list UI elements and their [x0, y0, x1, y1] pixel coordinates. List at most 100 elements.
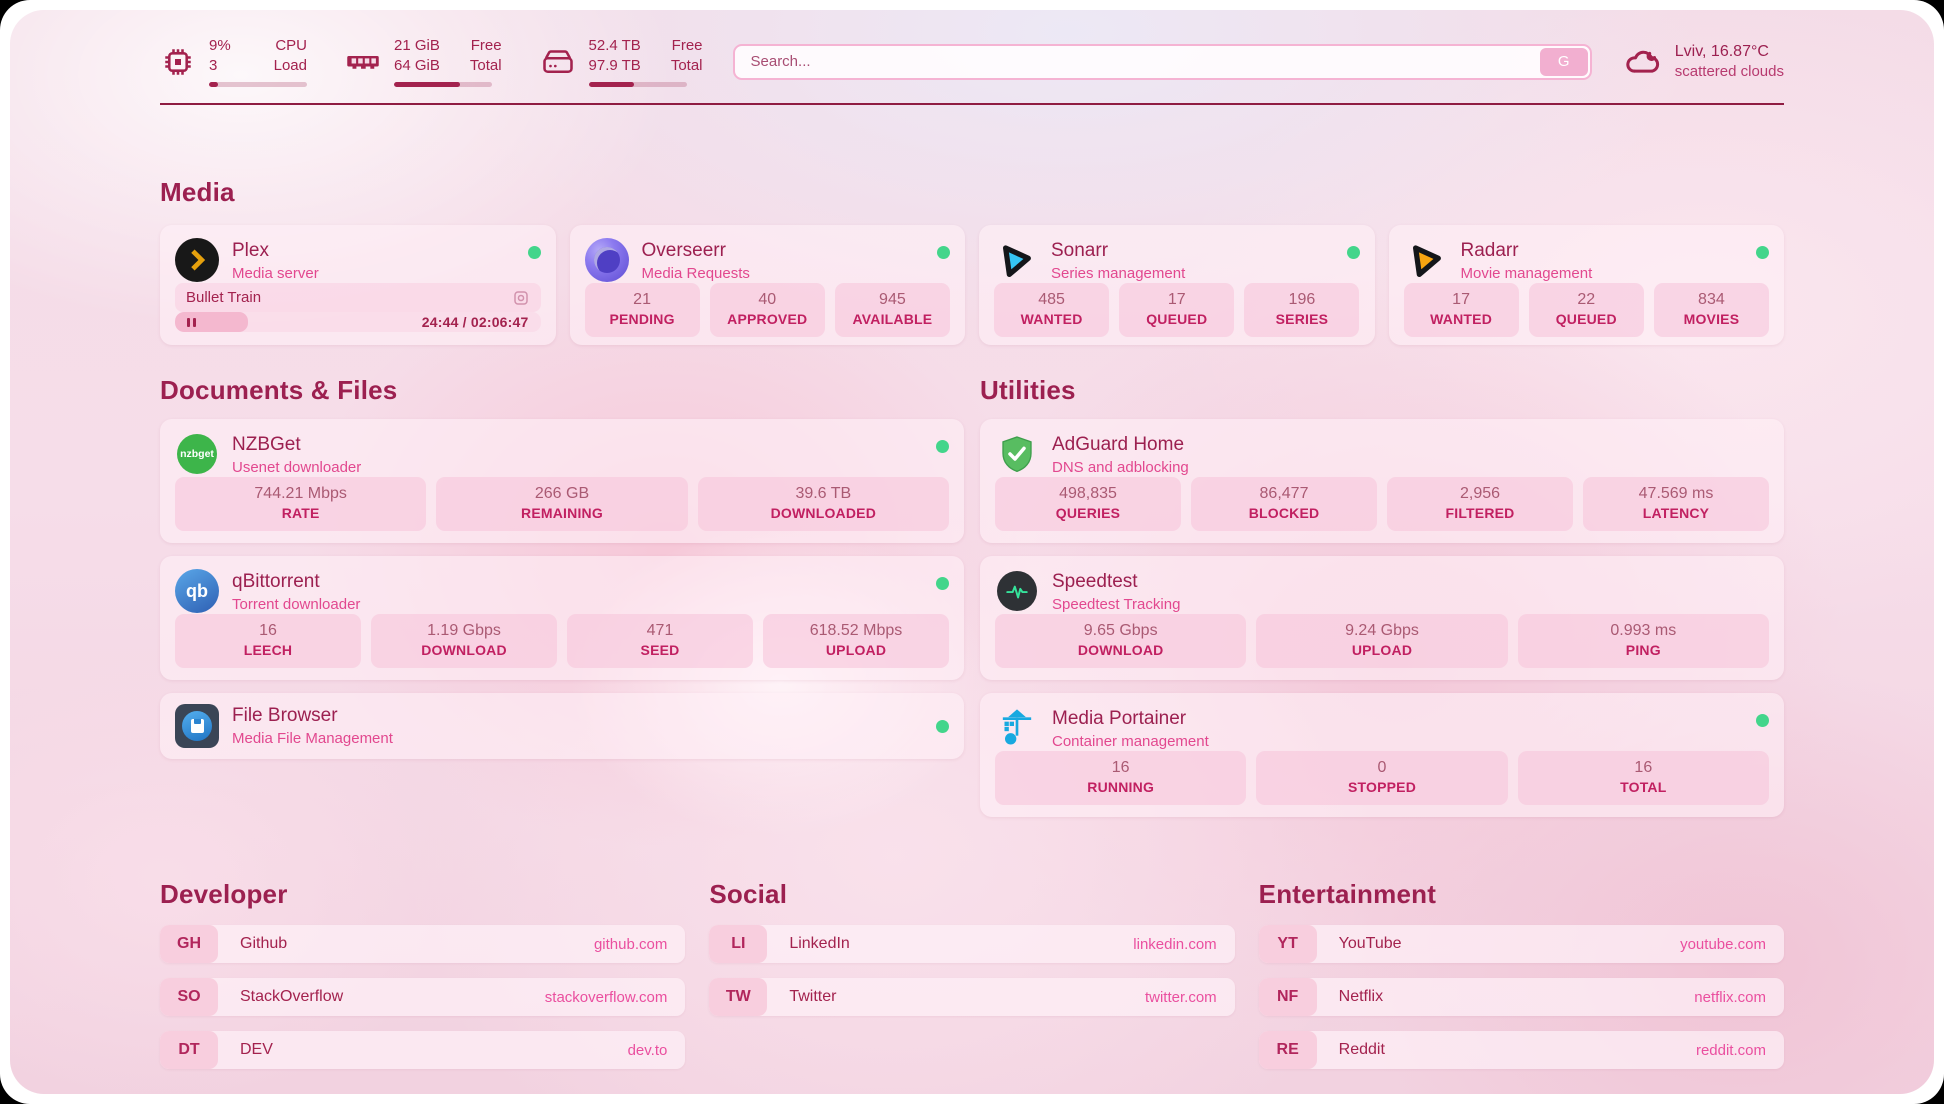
stat-downloaded: 39.6 TB DOWNLOADED — [697, 477, 949, 531]
weather-location-temp: Lviv, 16.87°C — [1674, 42, 1769, 60]
section-entertainment: Entertainment YT YouTube youtube.com NF … — [1258, 879, 1784, 1069]
stat-pending: 21 PENDING — [584, 283, 700, 337]
app-card-overseerr[interactable]: Overseerr Media Requests 21 PENDING 40 A… — [569, 225, 965, 345]
stat-wanted: 485 WANTED — [994, 283, 1110, 337]
link-name: StackOverflow — [240, 988, 344, 1005]
app-title: Speedtest — [1052, 571, 1138, 592]
memory-total-value: 64 GiB — [394, 56, 440, 74]
memory-free-label: Free — [470, 37, 502, 54]
app-card-adguard[interactable]: AdGuard Home DNS and adblocking 498,835 … — [980, 419, 1784, 543]
topbar: 9% 3 CPU Load — [10, 10, 1934, 87]
link-abbr: TW — [709, 978, 768, 1016]
link-netflix[interactable]: NF Netflix netflix.com — [1258, 978, 1784, 1016]
stat-available: 945 AVAILABLE — [834, 283, 950, 337]
stat-running: 16 RUNNING — [995, 751, 1247, 805]
camera-icon — [513, 291, 528, 305]
app-card-filebrowser[interactable]: File Browser Media File Management — [160, 693, 964, 759]
status-dot — [937, 246, 950, 259]
speedtest-icon — [995, 569, 1039, 613]
disk-total-label: Total — [670, 56, 703, 74]
stat-wanted: 17 WANTED — [1403, 283, 1519, 337]
system-widgets: 9% 3 CPU Load — [160, 36, 703, 87]
link-url: netflix.com — [1694, 988, 1766, 1006]
section-social: Social LI LinkedIn linkedin.com TW Twitt… — [709, 879, 1235, 1069]
link-twitter[interactable]: TW Twitter twitter.com — [709, 978, 1235, 1016]
stat-queued: 22 QUEUED — [1528, 283, 1644, 337]
stat-total: 16 TOTAL — [1517, 751, 1769, 805]
app-card-sonarr[interactable]: Sonarr Series management 485 WANTED 17 Q… — [979, 225, 1375, 345]
stat-approved: 40 APPROVED — [709, 283, 825, 337]
app-subtitle: Series management — [1051, 264, 1186, 282]
link-abbr: LI — [709, 925, 768, 963]
stat-download: 1.19 Gbps DOWNLOAD — [371, 614, 557, 668]
link-stackoverflow[interactable]: SO StackOverflow stackoverflow.com — [160, 978, 686, 1016]
ram-stick-icon — [347, 55, 379, 69]
status-dot — [1756, 246, 1769, 259]
memory-progress-fill — [394, 82, 460, 87]
search-bar: G — [732, 43, 1592, 80]
memory-total-label: Total — [469, 56, 502, 74]
overseerr-icon — [584, 238, 629, 282]
entertainment-heading: Entertainment — [1258, 879, 1437, 909]
app-subtitle: Media server — [232, 264, 319, 282]
app-card-portainer[interactable]: Media Portainer Container management 16 … — [980, 693, 1784, 817]
disk-widget: 52.4 TB 97.9 TB Free Total — [540, 36, 703, 87]
section-utilities: Utilities AdGuard Home DNS and adblocki — [980, 375, 1784, 817]
plex-progress-bar[interactable]: 24:44 / 02:06:47 — [175, 312, 541, 332]
link-url: linkedin.com — [1133, 935, 1217, 953]
cpu-progress-bar — [209, 82, 307, 87]
link-abbr: RE — [1258, 1031, 1317, 1069]
app-card-radarr[interactable]: Radarr Movie management 17 WANTED 22 QUE… — [1388, 225, 1784, 345]
app-card-plex[interactable]: Plex Media server Bullet Train — [160, 225, 556, 345]
disk-free-label: Free — [671, 37, 703, 54]
link-url: youtube.com — [1680, 935, 1766, 953]
app-card-qbittorrent[interactable]: qb qBittorrent Torrent downloader 16 LEE… — [160, 556, 964, 680]
link-abbr: NF — [1258, 978, 1317, 1016]
stat-rate: 744.21 Mbps RATE — [175, 477, 427, 531]
link-reddit[interactable]: RE Reddit reddit.com — [1258, 1031, 1784, 1069]
portainer-icon — [995, 706, 1039, 750]
link-dev[interactable]: DT DEV dev.to — [160, 1031, 686, 1069]
stat-upload: 618.52 Mbps UPLOAD — [763, 614, 949, 668]
cpu-widget: 9% 3 CPU Load — [160, 36, 307, 87]
social-heading: Social — [709, 879, 788, 909]
pause-icon — [187, 317, 196, 327]
stat-remaining: 266 GB REMAINING — [436, 477, 688, 531]
section-developer: Developer GH Github github.com SO StackO… — [160, 879, 686, 1069]
stat-upload: 9.24 Gbps UPLOAD — [1256, 614, 1508, 668]
app-title: qBittorrent — [232, 571, 320, 592]
disk-total-value: 97.9 TB — [588, 56, 641, 74]
hard-drive-icon — [542, 49, 573, 73]
link-url: dev.to — [627, 1041, 668, 1059]
qbittorrent-icon: qb — [175, 569, 219, 613]
status-dot — [1346, 246, 1360, 259]
stat-filtered: 2,956 FILTERED — [1387, 477, 1573, 531]
stat-download: 9.65 Gbps DOWNLOAD — [995, 614, 1247, 668]
link-youtube[interactable]: YT YouTube youtube.com — [1258, 925, 1784, 963]
search-engine-button[interactable]: G — [1539, 47, 1588, 76]
search-input[interactable] — [736, 53, 1540, 70]
app-subtitle: Media File Management — [232, 730, 393, 748]
plex-now-playing: Bullet Train — [175, 283, 541, 313]
stat-seed: 471 SEED — [567, 614, 753, 668]
app-card-speedtest[interactable]: Speedtest Speedtest Tracking 9.65 Gbps D… — [980, 556, 1784, 680]
app-subtitle: Usenet downloader — [232, 458, 362, 476]
link-github[interactable]: GH Github github.com — [160, 925, 686, 963]
memory-progress-bar — [394, 82, 492, 87]
link-linkedin[interactable]: LI LinkedIn linkedin.com — [709, 925, 1235, 963]
link-abbr: GH — [160, 925, 218, 963]
app-card-nzbget[interactable]: nzbget NZBGet Usenet downloader 744.21 M… — [160, 419, 964, 543]
plex-playback-time: 24:44 / 02:06:47 — [421, 314, 529, 331]
filebrowser-icon — [175, 704, 219, 748]
documents-heading: Documents & Files — [160, 375, 398, 405]
stat-queries: 498,835 QUERIES — [995, 477, 1181, 531]
link-abbr: YT — [1258, 925, 1317, 963]
link-url: reddit.com — [1695, 1041, 1766, 1059]
weather-condition: scattered clouds — [1674, 63, 1784, 81]
stat-leech: 16 LEECH — [175, 614, 361, 668]
app-title: NZBGet — [232, 434, 301, 455]
stat-movies: 834 MOVIES — [1653, 283, 1769, 337]
memory-widget: 21 GiB 64 GiB Free Total — [345, 36, 502, 87]
status-dot — [527, 246, 541, 259]
